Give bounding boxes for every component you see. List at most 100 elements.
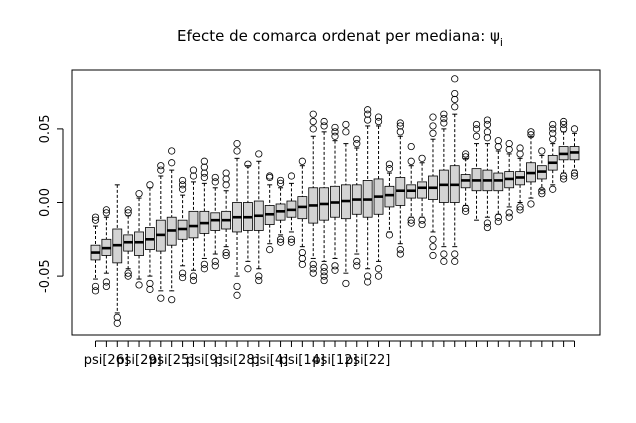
outlier-point (560, 117, 568, 126)
outlier-point (385, 165, 394, 173)
outlier-point (418, 154, 426, 162)
box-44 (558, 117, 569, 183)
boxes-group (90, 75, 580, 327)
outlier-point (440, 114, 448, 123)
box-rect (188, 210, 199, 239)
outlier-point (91, 287, 100, 295)
outlier-point (418, 220, 426, 229)
outlier-point (429, 122, 437, 130)
outlier-point (570, 125, 579, 133)
x-axis: psi[26]psi[29]psi[25]psi[9]psi[28]psi[4]… (84, 340, 575, 368)
x-tick-label: psi[25] (149, 353, 194, 368)
outlier-point (331, 262, 339, 270)
outlier-point (200, 157, 208, 165)
box-rect (493, 172, 504, 192)
box-12 (210, 173, 221, 270)
box-32 (428, 113, 438, 260)
outlier-point (396, 250, 404, 258)
outlier-point (483, 120, 492, 129)
outlier-point (276, 238, 285, 246)
box-35 (460, 150, 471, 215)
box-39 (504, 140, 515, 221)
box-31 (417, 154, 427, 229)
outlier-point (211, 178, 219, 186)
outlier-point (102, 206, 110, 214)
outlier-point (549, 129, 557, 137)
outlier-point (189, 166, 198, 174)
outlier-point (385, 231, 394, 239)
outlier-point (374, 117, 383, 126)
outlier-point (342, 128, 350, 136)
outlier-point (309, 117, 317, 126)
outlier-point (309, 260, 317, 268)
outlier-point (538, 187, 546, 195)
outlier-point (102, 282, 110, 291)
outlier-point (483, 134, 492, 142)
outlier-point (516, 144, 524, 152)
outlier-point (102, 209, 110, 217)
outlier-point (516, 203, 524, 211)
box-29 (395, 119, 406, 258)
x-tick-label: psi[12] (312, 353, 357, 368)
chart-title-main: Efecte de comarca ordenat per mediana: ψ (177, 27, 500, 45)
outlier-point (200, 265, 208, 273)
outlier-point (124, 206, 132, 214)
box-20 (297, 157, 308, 268)
outlier-point (560, 125, 568, 133)
outlier-point (91, 216, 100, 224)
outlier-point (429, 243, 437, 251)
box-7 (155, 162, 166, 302)
box-38 (493, 137, 504, 226)
outlier-point (276, 176, 285, 185)
outlier-point (407, 219, 415, 227)
outlier-point (222, 181, 230, 189)
box-6 (145, 181, 155, 293)
outlier-point (124, 272, 132, 280)
outlier-point (462, 207, 470, 215)
outlier-point (309, 125, 317, 133)
box-22 (319, 117, 330, 285)
box-3 (112, 184, 123, 327)
outlier-point (276, 235, 285, 243)
box-27 (373, 113, 384, 280)
outlier-point (440, 250, 448, 258)
outlier-point (549, 135, 557, 143)
outlier-point (331, 266, 339, 274)
outlier-point (451, 257, 459, 265)
box-2 (101, 206, 112, 291)
box-11 (199, 157, 210, 273)
box-14 (232, 140, 242, 299)
outlier-point (364, 116, 372, 124)
y-tick-label: 0.05 (38, 114, 53, 143)
outlier-point (538, 190, 546, 198)
outlier-point (200, 173, 208, 182)
outlier-point (331, 132, 339, 140)
outlier-point (353, 257, 361, 265)
box-9 (177, 176, 188, 282)
outlier-point (549, 120, 557, 129)
outlier-point (353, 135, 361, 143)
outlier-point (364, 106, 372, 114)
outlier-point (331, 123, 339, 132)
outlier-point (113, 313, 121, 321)
outlier-point (298, 260, 306, 268)
chart-title-subscript: i (500, 36, 503, 49)
box-16 (253, 150, 264, 285)
box-45 (569, 125, 580, 180)
box-23 (330, 123, 340, 274)
outlier-point (233, 282, 241, 291)
outlier-point (451, 250, 459, 258)
outlier-point (102, 278, 110, 286)
outlier-point (298, 248, 306, 257)
outlier-point (200, 260, 208, 268)
outlier-point (135, 190, 143, 198)
outlier-point (505, 213, 513, 221)
outlier-point (440, 257, 448, 265)
outlier-point (527, 200, 535, 208)
box-rect (417, 181, 427, 199)
outlier-point (168, 296, 176, 304)
outlier-point (222, 175, 230, 183)
box-15 (243, 160, 253, 273)
outlier-point (211, 262, 219, 270)
box-41 (526, 128, 536, 208)
